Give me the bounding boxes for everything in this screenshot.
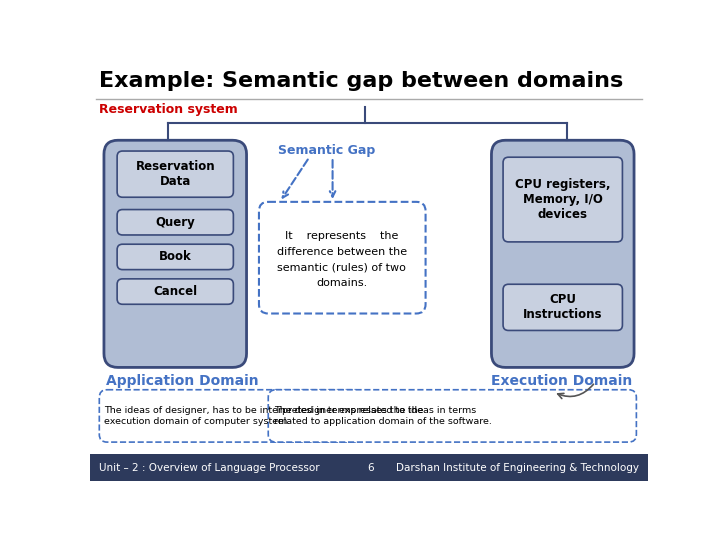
Text: Unit – 2 : Overview of Language Processor: Unit – 2 : Overview of Language Processo… bbox=[99, 462, 320, 472]
FancyBboxPatch shape bbox=[492, 140, 634, 367]
FancyBboxPatch shape bbox=[117, 151, 233, 197]
Text: It    represents    the
difference between the
semantic (rules) of two
domains.: It represents the difference between the… bbox=[276, 231, 407, 288]
FancyBboxPatch shape bbox=[259, 202, 426, 314]
Text: Query: Query bbox=[156, 216, 195, 229]
Text: Cancel: Cancel bbox=[153, 285, 197, 298]
Text: Example: Semantic gap between domains: Example: Semantic gap between domains bbox=[99, 71, 624, 91]
FancyBboxPatch shape bbox=[117, 244, 233, 269]
FancyBboxPatch shape bbox=[503, 284, 622, 330]
FancyBboxPatch shape bbox=[117, 279, 233, 304]
Text: CPU registers,
Memory, I/O
devices: CPU registers, Memory, I/O devices bbox=[515, 178, 611, 221]
Bar bbox=[90, 455, 648, 481]
FancyBboxPatch shape bbox=[503, 157, 622, 242]
Text: Semantic Gap: Semantic Gap bbox=[278, 144, 375, 157]
Text: CPU
Instructions: CPU Instructions bbox=[523, 293, 603, 321]
Text: Reservation system: Reservation system bbox=[99, 103, 238, 116]
Text: 6: 6 bbox=[367, 462, 374, 472]
Text: Application Domain: Application Domain bbox=[106, 374, 258, 388]
FancyBboxPatch shape bbox=[269, 390, 636, 442]
FancyBboxPatch shape bbox=[99, 390, 363, 442]
FancyBboxPatch shape bbox=[117, 210, 233, 235]
Text: Execution Domain: Execution Domain bbox=[491, 374, 632, 388]
Text: Darshan Institute of Engineering & Technology: Darshan Institute of Engineering & Techn… bbox=[396, 462, 639, 472]
Text: Book: Book bbox=[159, 251, 192, 264]
Text: The designer expresses the ideas in terms
related to application domain of the s: The designer expresses the ideas in term… bbox=[274, 406, 492, 426]
FancyBboxPatch shape bbox=[104, 140, 246, 367]
Text: Reservation
Data: Reservation Data bbox=[135, 160, 215, 188]
Text: The ideas of designer, has to be interpreted in terms related to the
execution d: The ideas of designer, has to be interpr… bbox=[104, 406, 423, 426]
